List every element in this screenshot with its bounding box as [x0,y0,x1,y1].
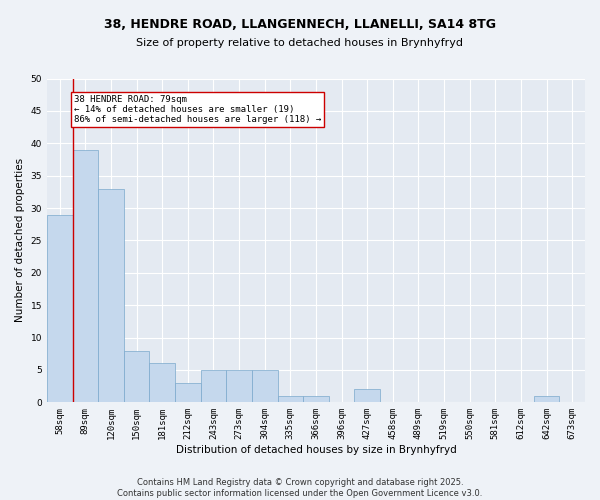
Y-axis label: Number of detached properties: Number of detached properties [15,158,25,322]
Bar [98,188,124,402]
Bar [124,350,149,403]
Bar [278,396,303,402]
Bar [175,383,200,402]
Bar [200,370,226,402]
Bar [355,390,380,402]
X-axis label: Distribution of detached houses by size in Brynhyfryd: Distribution of detached houses by size … [176,445,457,455]
Bar [47,214,73,402]
Text: 38 HENDRE ROAD: 79sqm
← 14% of detached houses are smaller (19)
86% of semi-deta: 38 HENDRE ROAD: 79sqm ← 14% of detached … [74,94,321,124]
Bar [534,396,559,402]
Bar [252,370,278,402]
Bar [303,396,329,402]
Text: Contains HM Land Registry data © Crown copyright and database right 2025.
Contai: Contains HM Land Registry data © Crown c… [118,478,482,498]
Bar [73,150,98,402]
Text: Size of property relative to detached houses in Brynhyfryd: Size of property relative to detached ho… [137,38,464,48]
Bar [226,370,252,402]
Text: 38, HENDRE ROAD, LLANGENNECH, LLANELLI, SA14 8TG: 38, HENDRE ROAD, LLANGENNECH, LLANELLI, … [104,18,496,30]
Bar [149,364,175,403]
